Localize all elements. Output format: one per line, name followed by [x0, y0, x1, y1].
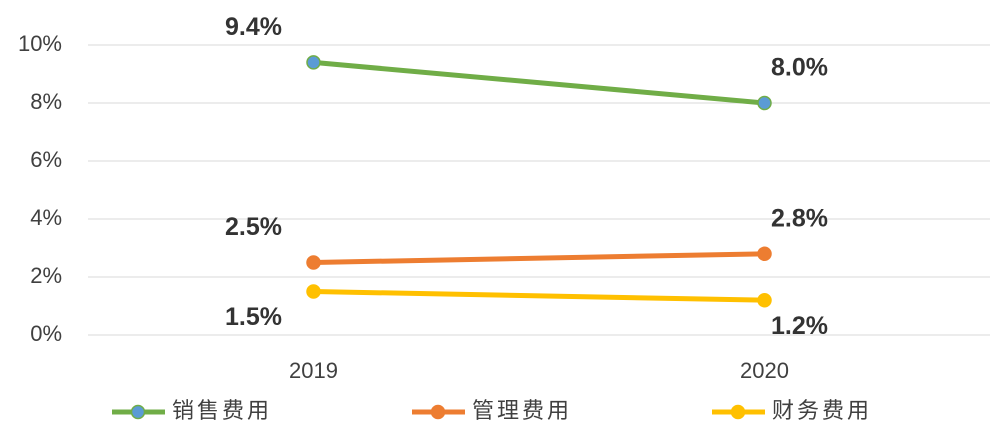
- marker: [757, 292, 772, 308]
- y-tick-label: 0%: [30, 321, 62, 346]
- legend-marker: [130, 404, 146, 420]
- y-tick-label: 10%: [18, 31, 62, 56]
- marker: [757, 246, 772, 262]
- legend-marker: [730, 404, 746, 420]
- marker: [306, 55, 321, 70]
- marker: [306, 255, 321, 270]
- data-label: 2.5%: [225, 213, 282, 241]
- legend-label: 财务费用: [772, 398, 872, 423]
- data-label: 8.0%: [771, 54, 828, 82]
- legend-marker: [430, 404, 446, 420]
- line: [313, 289, 765, 303]
- y-tick-label: 2%: [30, 263, 62, 288]
- y-tick-label: 4%: [30, 205, 62, 230]
- data-label: 1.5%: [225, 303, 282, 331]
- marker: [306, 284, 321, 299]
- data-label: 9.4%: [225, 13, 282, 41]
- line: [313, 59, 765, 106]
- marker: [757, 95, 772, 111]
- data-label: 1.2%: [771, 312, 828, 340]
- y-tick-label: 6%: [30, 147, 62, 172]
- x-tick-label: 2020: [740, 358, 789, 383]
- legend-label: 管理费用: [472, 398, 572, 423]
- x-tick-label: 2019: [289, 358, 338, 383]
- legend-label: 销售费用: [172, 398, 272, 423]
- data-label: 2.8%: [771, 204, 828, 232]
- line: [313, 251, 765, 265]
- y-tick-label: 8%: [30, 89, 62, 114]
